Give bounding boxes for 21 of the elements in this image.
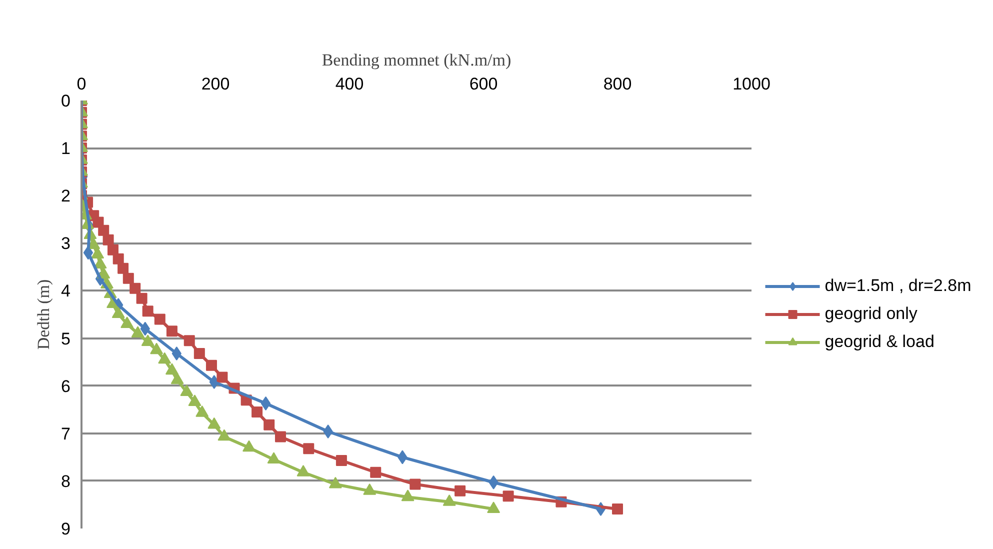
legend-label: geogrid & load xyxy=(824,332,934,352)
y-tick-label: 7 xyxy=(61,424,71,444)
x-tick-label: 600 xyxy=(469,74,498,94)
y-tick-label: 5 xyxy=(61,329,71,348)
legend-label: dw=1.5m , dr=2.8m xyxy=(824,276,972,296)
y-tick-label: 0 xyxy=(61,92,71,110)
y-tick-label: 4 xyxy=(61,282,71,301)
y-tick-label: 1 xyxy=(61,139,71,158)
x-tick-label: 0 xyxy=(76,74,86,94)
y-tick-label: 6 xyxy=(61,376,71,396)
y-tick-label: 3 xyxy=(61,234,71,254)
x-tick-label: 200 xyxy=(201,74,230,94)
y-axis-title: Dedth (m) xyxy=(34,279,54,350)
x-axis-title: Bending momnet (kN.m/m) xyxy=(322,50,512,70)
y-tick-label: 8 xyxy=(61,472,71,491)
y-tick-label: 2 xyxy=(61,186,71,206)
y-tick-label: 9 xyxy=(61,520,71,538)
legend-label: geogrid only xyxy=(824,304,918,324)
x-tick-label: 800 xyxy=(603,74,632,94)
x-tick-label: 1000 xyxy=(732,74,770,94)
x-tick-label: 400 xyxy=(335,74,364,94)
